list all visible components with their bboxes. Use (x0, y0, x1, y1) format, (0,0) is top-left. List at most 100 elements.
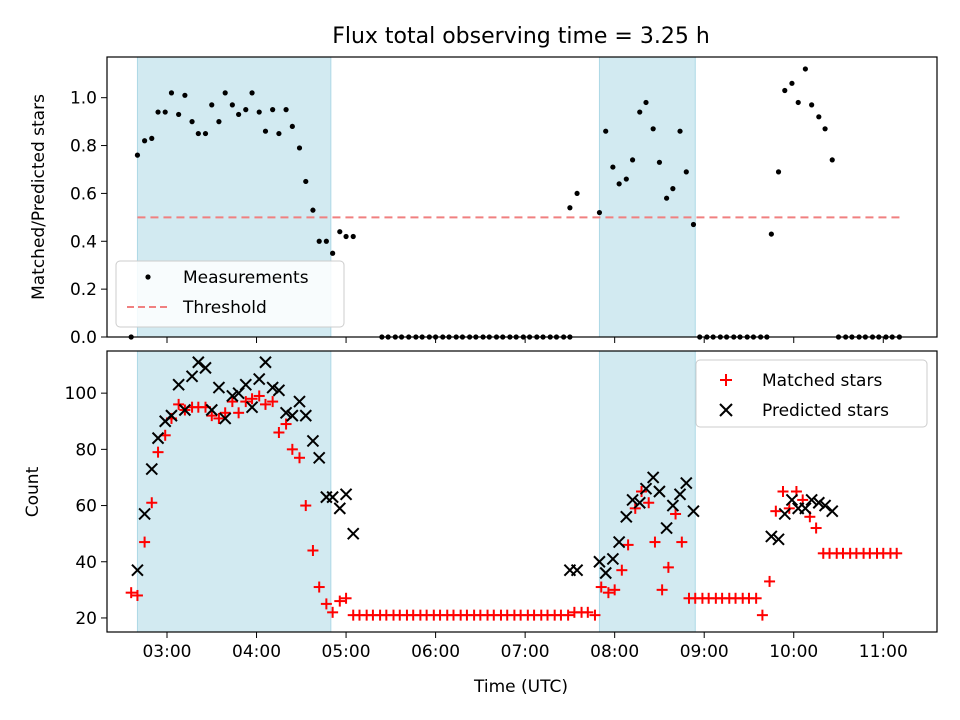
x-tick-label: 05:00 (322, 642, 371, 662)
bottom-y-axis-label: Count (23, 466, 43, 517)
measurement-point (677, 128, 683, 134)
predicted-star-marker (299, 409, 312, 422)
matched-stars-markers (125, 390, 903, 621)
matched-star-marker (662, 561, 674, 573)
y-tick-label: 20 (75, 609, 97, 629)
measurement-point (303, 178, 309, 185)
predicted-star-marker (312, 451, 326, 464)
predicted-star-marker (653, 485, 666, 498)
matched-star-marker (764, 575, 776, 587)
predicted-star-marker (646, 471, 660, 484)
measurement-point (229, 102, 235, 108)
matched-star-marker (131, 589, 143, 601)
matched-star-marker (259, 398, 271, 410)
measurement-point (643, 99, 649, 106)
predicted-star-marker (145, 462, 158, 476)
shaded-interval-1 (598, 56, 696, 338)
measurement-point (189, 119, 195, 125)
matched-star-marker (280, 418, 292, 430)
predicted-star-marker (805, 493, 818, 507)
measurement-points (128, 66, 902, 340)
x-tick-label: 06:00 (411, 642, 460, 662)
predicted-star-marker (293, 395, 306, 408)
measurement-point (574, 190, 580, 197)
legend-measurements-label: Measurements (183, 268, 309, 288)
measurement-point (276, 130, 282, 137)
predicted-star-marker (178, 403, 192, 417)
matched-star-marker (152, 446, 164, 458)
predicted-star-marker (673, 488, 687, 501)
matched-star-marker (777, 486, 789, 497)
predicted-star-marker (818, 499, 832, 512)
matched-star-marker (233, 407, 245, 419)
predicted-star-marker (218, 412, 232, 425)
bottom-panel: 20 40 60 80 100 03:00 04:00 05:00 06:00 07:00 08:… (23, 350, 938, 697)
bottom-axes-frame (106, 350, 938, 633)
y-tick-label: 0.2 (70, 280, 97, 300)
measurement-point (249, 90, 255, 96)
measurement-point (782, 87, 788, 94)
matched-star-marker (609, 584, 621, 596)
predicted-star-marker (286, 409, 299, 422)
predicted-star-marker (606, 552, 620, 566)
predicted-star-marker (165, 409, 178, 422)
matched-star-marker (173, 398, 185, 410)
bottom-legend-box (695, 359, 928, 428)
x-axis-label: Time (UTC) (473, 677, 568, 697)
predicted-star-marker (199, 361, 212, 375)
matched-star-marker (146, 497, 158, 509)
measurement-point (243, 107, 249, 113)
measurement-point (789, 80, 795, 86)
top-panel: 0.0 0.2 0.4 0.6 0.8 1.0 Matched/Predicted sta… (29, 56, 938, 348)
measurement-point (616, 181, 622, 187)
matched-star-marker (307, 545, 319, 557)
predicted-star-marker (185, 370, 199, 383)
predicted-star-marker (172, 378, 185, 391)
matched-star-marker (670, 508, 682, 520)
matched-star-marker (226, 396, 238, 408)
predicted-star-marker (347, 527, 360, 540)
predicted-star-marker (778, 507, 791, 521)
measurement-point (802, 66, 808, 72)
measurement-point (623, 176, 629, 182)
measurement-point (343, 233, 349, 240)
matched-star-marker (213, 412, 225, 424)
predicted-star-marker (279, 406, 293, 420)
matched-star-marker (602, 587, 614, 599)
measurement-point (202, 130, 209, 137)
predicted-star-marker (226, 389, 239, 403)
top-legend: Measurements Threshold (115, 260, 345, 328)
predicted-star-marker (253, 372, 266, 386)
x-tick-label: 03:00 (142, 642, 191, 662)
matched-star-marker (810, 522, 822, 534)
predicted-star-marker (272, 384, 286, 397)
measurement-point (168, 90, 175, 96)
matched-star-marker (656, 584, 668, 596)
predicted-star-marker (326, 490, 339, 504)
matched-star-marker (616, 564, 628, 576)
x-tick-label: 07:00 (501, 642, 550, 662)
top-axes-frame (106, 56, 938, 338)
predicted-star-marker (306, 434, 320, 448)
matched-star-marker (891, 547, 903, 559)
measurement-point (283, 107, 289, 113)
measurement-point (822, 126, 828, 132)
predicted-star-marker (680, 476, 693, 490)
matched-star-marker (756, 609, 768, 621)
y-tick-label: 0.4 (70, 232, 97, 252)
predicted-star-marker (687, 504, 700, 518)
matched-star-marker (589, 609, 601, 621)
predicted-star-marker (633, 496, 646, 509)
measurement-point (809, 102, 815, 108)
predicted-star-marker (339, 488, 353, 501)
legend-matched-marker (720, 374, 732, 386)
predicted-star-marker (192, 356, 205, 369)
predicted-star-marker (259, 356, 272, 369)
matched-star-marker (253, 390, 265, 402)
measurement-point (262, 128, 269, 134)
measurement-point (795, 99, 801, 106)
x-tick-label: 04:00 (232, 642, 281, 662)
predicted-star-marker (812, 496, 826, 509)
measurement-point (596, 209, 603, 216)
predicted-star-marker (785, 493, 799, 507)
